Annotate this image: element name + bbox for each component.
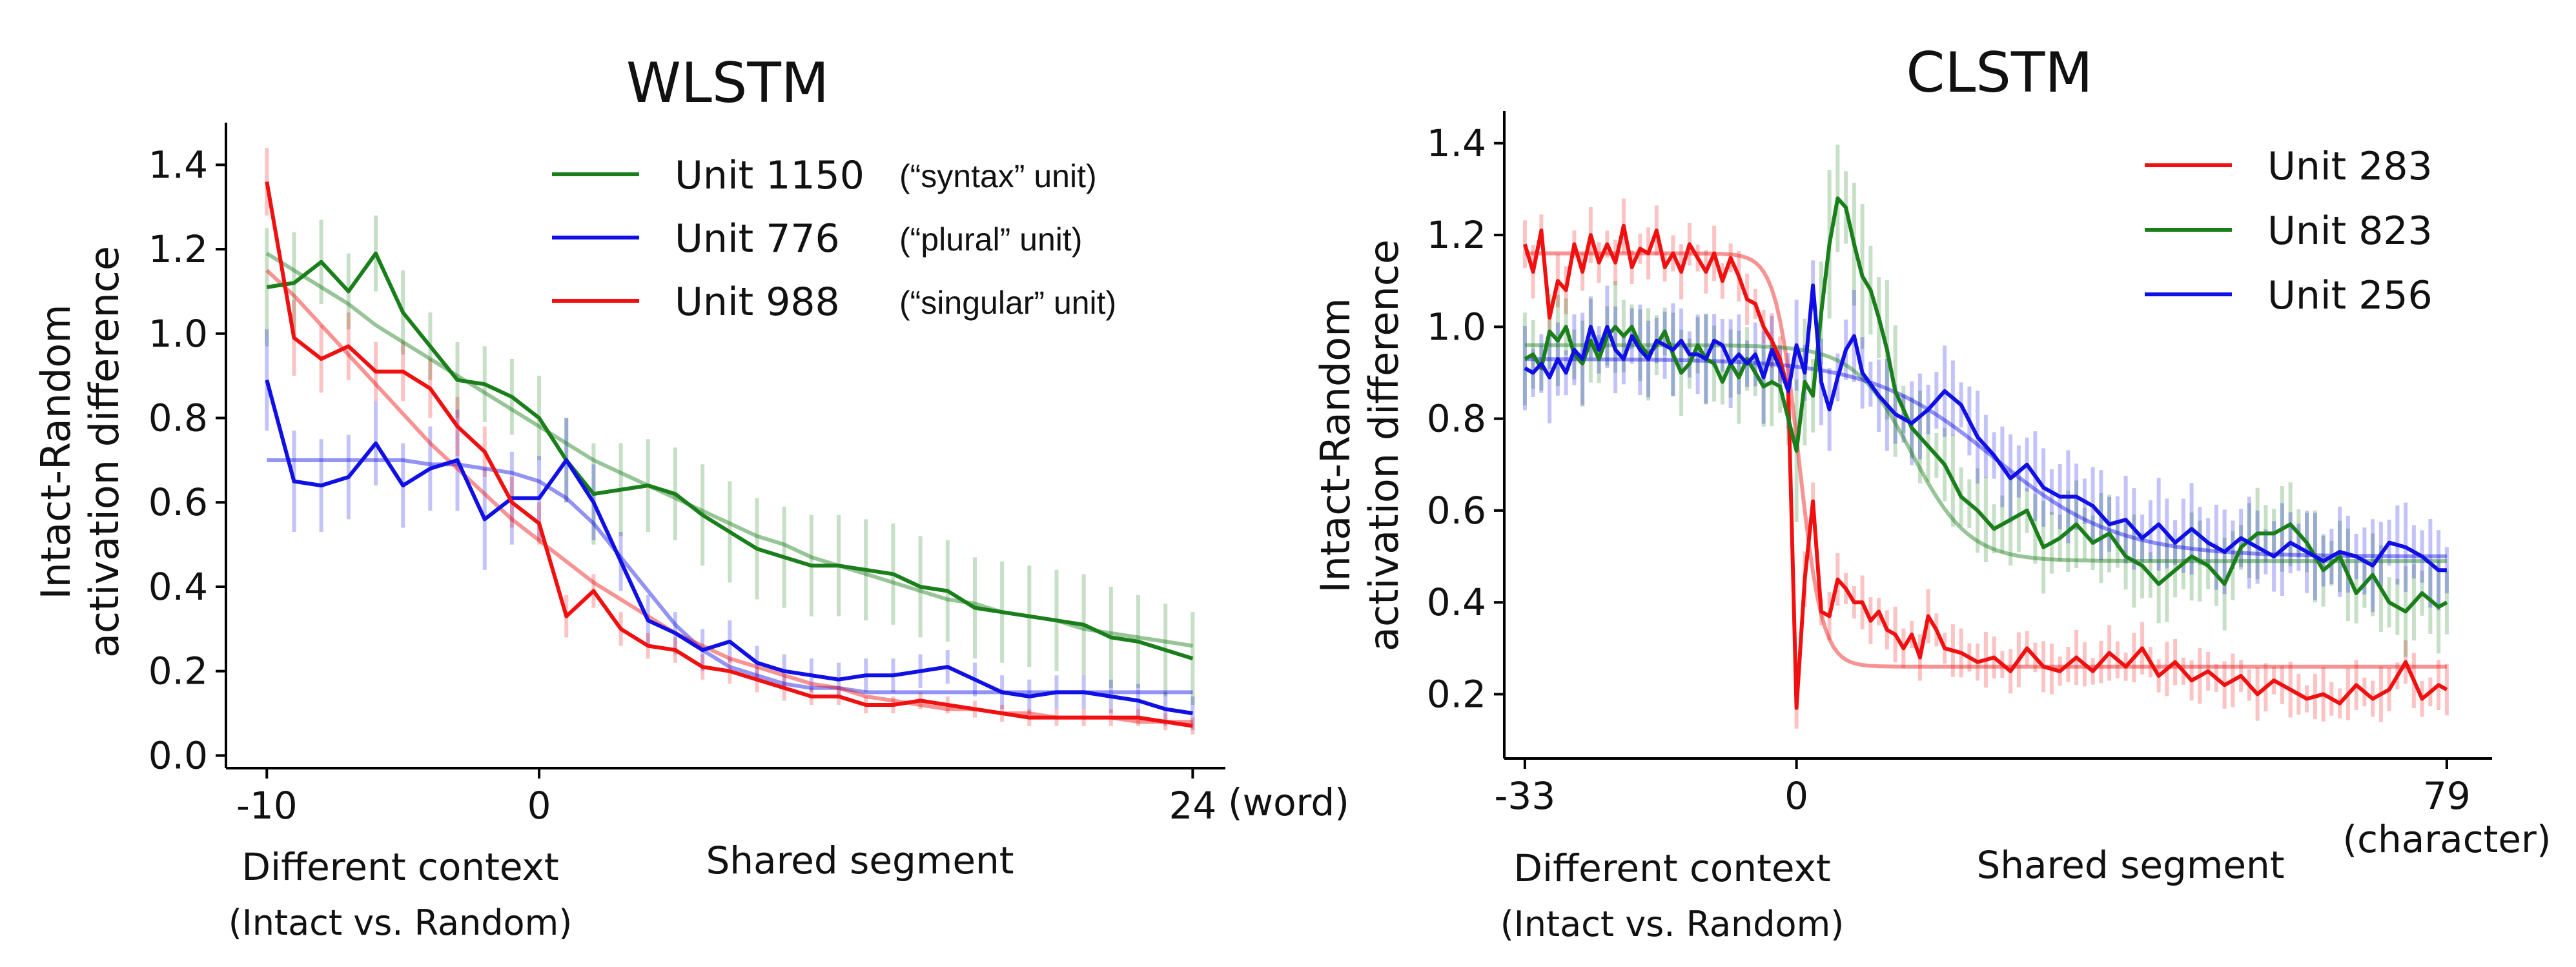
y-axis-label-line2: activation difference (81, 246, 128, 658)
unit-256-fit-curve (1524, 357, 2447, 558)
ticks: 0.0 0.2 0.4 0.6 0.8 1.0 1.2 1.4 -10 0 24 (148, 143, 1217, 828)
y-axis-label-line2: activation difference (1360, 239, 1407, 651)
y-axis-label-line1: Intact-Random (32, 304, 79, 599)
clstm-chart: CLSTM Intact-Random activation differenc… (1312, 41, 2551, 944)
chart-title-clstm: CLSTM (1906, 41, 2092, 105)
legend-label-unit-988: Unit 988 (675, 280, 840, 325)
y-tick-label: 1.4 (1427, 121, 1486, 165)
annotation-different-context: Different context (241, 845, 558, 889)
unit-988-line (265, 181, 1193, 728)
x-tick-label: -10 (236, 784, 298, 828)
legend-label-unit-1150: Unit 1150 (675, 153, 864, 198)
legend-note-unit-988: (“singular” unit) (899, 285, 1116, 321)
wlstm-chart: WLSTM Intact-Random activation differenc… (32, 51, 1349, 943)
unit-283-line (1523, 223, 2448, 710)
annotation-different-context: Different context (1513, 846, 1830, 890)
y-tick-label: 0.6 (148, 480, 208, 524)
y-axis-label-line1: Intact-Random (1312, 298, 1359, 593)
y-tick-label: 1.0 (1427, 305, 1486, 349)
y-tick-label: 0.6 (1427, 489, 1486, 533)
chart-title-wlstm: WLSTM (626, 51, 829, 116)
x-axis-unit: (word) (1228, 780, 1349, 824)
annotation-shared-segment: Shared segment (1976, 843, 2284, 887)
legend: Unit 283 Unit 823 Unit 256 (2145, 144, 2433, 318)
y-tick-label: 0.0 (148, 733, 208, 777)
legend-label-unit-823: Unit 823 (2267, 209, 2433, 254)
x-tick-label: 79 (2423, 774, 2471, 818)
annotation-intact-vs-random: (Intact vs. Random) (1500, 904, 1845, 944)
x-tick-label: 0 (1784, 774, 1808, 818)
unit-1150-line (266, 251, 1194, 660)
series-lines (1523, 196, 2448, 710)
unit-988-fit-curve (265, 269, 1193, 724)
x-tick-label: 0 (527, 784, 551, 828)
annotation-intact-vs-random: (Intact vs. Random) (229, 902, 573, 943)
legend-note-unit-1150: (“syntax” unit) (899, 158, 1097, 194)
ticks: 0.2 0.4 0.6 0.8 1.0 1.2 1.4 -33 0 79 (1427, 121, 2471, 818)
x-axis-unit: (character) (2343, 817, 2551, 861)
unit-256-line (1524, 283, 2447, 573)
y-tick-label: 0.8 (1427, 397, 1486, 441)
annotation-shared-segment: Shared segment (706, 839, 1014, 882)
legend-note-unit-776: (“plural” unit) (899, 221, 1082, 258)
legend-label-unit-776: Unit 776 (675, 216, 840, 261)
y-tick-label: 0.2 (1427, 672, 1486, 716)
unit-776-fit-curve (267, 458, 1193, 695)
x-tick-label: -33 (1495, 774, 1556, 818)
unit-776-line (265, 379, 1193, 715)
series-lines (265, 181, 1194, 728)
y-tick-label: 1.2 (1427, 213, 1486, 257)
legend: Unit 1150 (“syntax” unit) Unit 776 (“plural… (552, 153, 1116, 325)
y-tick-label: 1.4 (148, 143, 208, 187)
unit-823-line (1524, 196, 2448, 614)
y-tick-label: 0.8 (148, 396, 208, 440)
y-tick-label: 1.0 (148, 312, 208, 356)
legend-label-unit-283: Unit 283 (2267, 144, 2433, 189)
axes (225, 123, 1225, 769)
legend-label-unit-256: Unit 256 (2267, 273, 2433, 318)
axes (1503, 111, 2492, 760)
y-tick-label: 0.4 (148, 565, 208, 609)
y-tick-label: 1.2 (148, 227, 208, 271)
y-tick-label: 0.4 (1427, 580, 1486, 624)
y-tick-label: 0.2 (148, 649, 208, 693)
unit-283-fit-curve (1524, 251, 2447, 669)
x-tick-label: 24 (1169, 784, 1216, 828)
